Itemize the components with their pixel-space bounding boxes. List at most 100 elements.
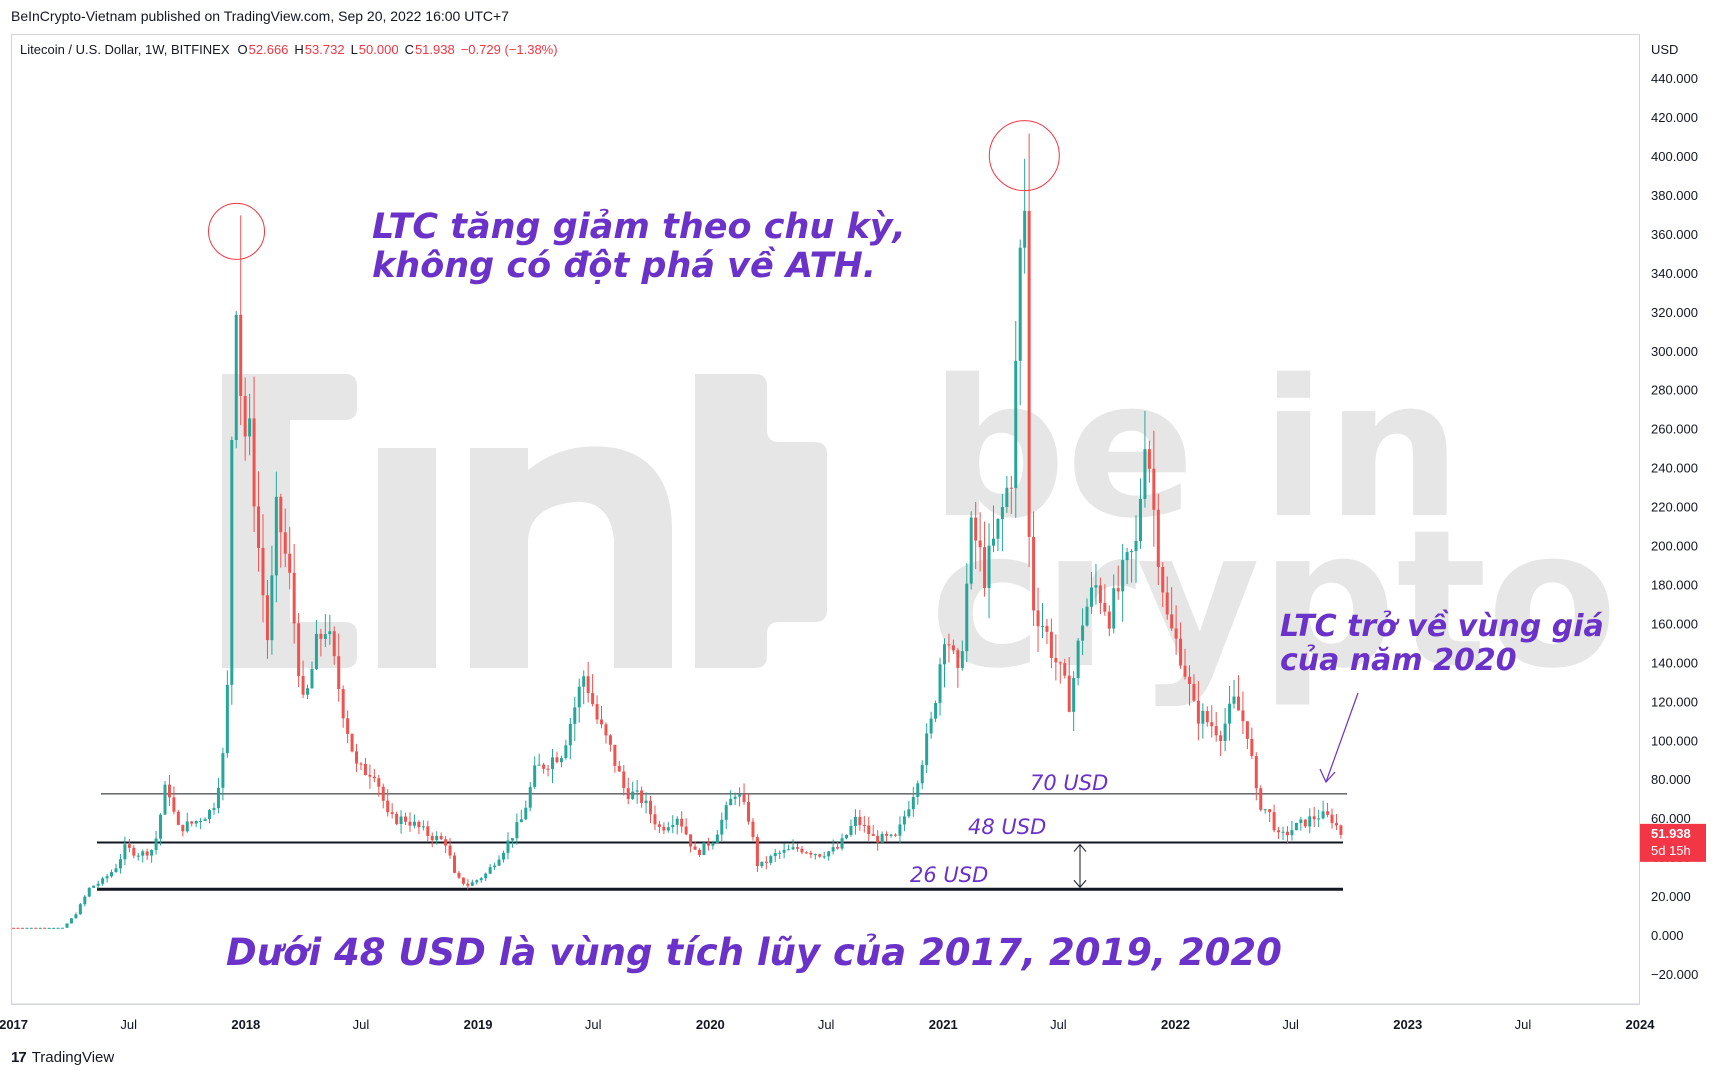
low-label: L xyxy=(350,42,358,57)
x-tick-label: 2021 xyxy=(929,1017,958,1032)
candle-body xyxy=(306,688,310,695)
candle-body xyxy=(221,753,225,788)
candle-body xyxy=(83,896,87,905)
footer[interactable]: 17 TradingView xyxy=(11,1049,114,1066)
candle-body xyxy=(154,838,158,850)
y-tick-label: 100.000 xyxy=(1651,733,1698,748)
candle-body xyxy=(1201,711,1205,724)
candle-body xyxy=(1040,626,1044,628)
candle-body xyxy=(412,821,416,826)
low-value: 50.000 xyxy=(358,42,399,57)
watermark: be in crypto xyxy=(222,339,1618,710)
candle-body xyxy=(20,927,24,929)
candle-body xyxy=(1179,638,1183,666)
x-tick-label: 2019 xyxy=(464,1017,493,1032)
candle-body xyxy=(1183,665,1187,677)
annotation-right-line2: của năm 2020 xyxy=(1280,643,1517,678)
candle-body xyxy=(809,852,813,855)
candle-body xyxy=(987,545,991,588)
candle-body xyxy=(1330,814,1334,824)
candle-body xyxy=(595,704,599,720)
candle-body xyxy=(925,733,929,766)
candle-body xyxy=(444,839,448,846)
candle-body xyxy=(363,763,367,776)
candle-body xyxy=(564,745,568,759)
candle-body xyxy=(87,887,91,897)
y-axis: −20.0000.00020.00040.00060.00080.000100.… xyxy=(1651,71,1698,982)
candle-body xyxy=(1058,662,1062,664)
candle-body xyxy=(78,904,82,915)
x-tick-label: 2024 xyxy=(1626,1017,1656,1032)
measure-arrow xyxy=(1073,843,1087,889)
close-value: 51.938 xyxy=(414,42,455,57)
candle-body xyxy=(934,703,938,719)
candle-body xyxy=(524,807,528,820)
peak-circle xyxy=(208,202,266,260)
candle-body xyxy=(488,867,492,874)
candle-body xyxy=(1143,449,1147,499)
candle-body xyxy=(796,847,800,849)
level-label-48: 48 USD xyxy=(968,815,1046,839)
candle-body xyxy=(1147,449,1151,469)
y-tick-label: 160.000 xyxy=(1651,616,1698,631)
candle-body xyxy=(662,826,666,831)
annotation-right-line1: LTC trở về vùng giá xyxy=(1280,609,1604,644)
peak-circle xyxy=(988,120,1060,192)
candle-body xyxy=(519,819,523,823)
candle-body xyxy=(208,810,212,820)
candle-body xyxy=(497,859,501,866)
candle-body xyxy=(230,439,234,685)
candle-body xyxy=(470,882,474,886)
candle-body xyxy=(640,790,644,804)
candle-body xyxy=(123,844,127,860)
x-tick-label: Jul xyxy=(1050,1017,1067,1032)
y-tick-label: 380.000 xyxy=(1651,188,1698,203)
watermark-bracket-left xyxy=(222,374,357,668)
candle-body xyxy=(395,813,399,824)
candle-body xyxy=(257,506,261,548)
candle-body xyxy=(181,824,185,832)
candle-body xyxy=(1152,468,1156,510)
candle-body xyxy=(301,676,305,695)
candle-body xyxy=(12,927,16,929)
candle-body xyxy=(1134,540,1138,552)
candle-body xyxy=(729,798,733,806)
candle-body xyxy=(907,809,911,817)
candle-body xyxy=(1312,816,1316,820)
candle-body xyxy=(283,532,287,554)
candle-body xyxy=(386,800,390,813)
candle-body xyxy=(159,814,163,839)
candle-body xyxy=(604,724,608,736)
candle-body xyxy=(1085,606,1089,626)
candle-body xyxy=(1263,809,1267,811)
candle-body xyxy=(203,819,207,821)
x-tick-label: Jul xyxy=(1515,1017,1532,1032)
candle-body xyxy=(510,838,514,841)
candle-body xyxy=(265,595,269,641)
candle-body xyxy=(141,851,145,856)
candle-body xyxy=(453,855,457,873)
candle-body xyxy=(52,927,56,929)
candle-body xyxy=(1245,721,1249,739)
symbol-name: Litecoin / U.S. Dollar, 1W, BITFINEX xyxy=(20,42,230,57)
candle-body xyxy=(769,856,773,863)
candle-body xyxy=(600,719,604,725)
candle-body xyxy=(475,880,479,883)
candle-body xyxy=(145,851,149,856)
y-tick-label: 340.000 xyxy=(1651,266,1698,281)
candle-body xyxy=(1174,628,1178,639)
candle-body xyxy=(1165,592,1169,615)
high-label: H xyxy=(294,42,304,57)
candle-body xyxy=(261,547,265,596)
candle-body xyxy=(1032,536,1036,611)
candle-body xyxy=(399,816,403,824)
candle-body xyxy=(332,631,336,657)
candle-body xyxy=(368,775,372,777)
y-tick-label: 420.000 xyxy=(1651,110,1698,125)
candle-body xyxy=(738,794,742,797)
candle-body xyxy=(1192,683,1196,701)
candle-body xyxy=(1014,360,1018,489)
candle-body xyxy=(684,826,688,835)
candle-body xyxy=(1228,703,1232,724)
